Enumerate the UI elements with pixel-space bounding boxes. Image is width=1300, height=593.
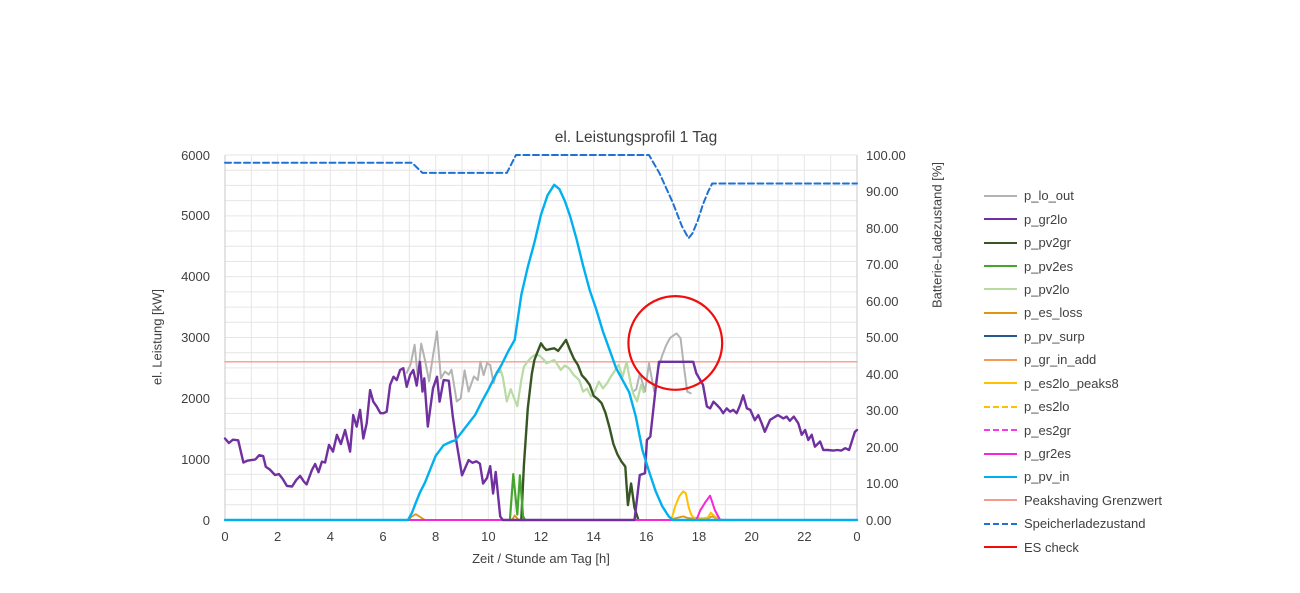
- legend-swatch-line-icon: [984, 358, 1017, 361]
- x-tick-label: 6: [379, 529, 387, 544]
- y-right-tick-label: 40.00: [866, 366, 899, 382]
- x-tick-label: 2: [274, 529, 282, 544]
- legend-swatch-line-icon: [984, 265, 1017, 268]
- legend-swatch-line-icon: [984, 475, 1017, 478]
- legend-label: Peakshaving Grenzwert: [1024, 492, 1163, 508]
- y-right-tick-label: 10.00: [866, 476, 899, 491]
- legend-swatch-line-icon: [984, 452, 1017, 455]
- x-tick-label: 18: [691, 529, 707, 544]
- legend: p_lo_out p_gr2lo p_pv2gr p_pv2es p_pv2lo p_es…: [984, 184, 1162, 559]
- legend-label: p_pv2es: [1024, 258, 1074, 274]
- y-right-tick-label: 80.00: [866, 220, 899, 236]
- x-tick-label: 22: [797, 529, 812, 544]
- gridlines: [224, 154, 858, 521]
- legend-label: p_pv_surp: [1024, 328, 1085, 344]
- x-tick-label: 12: [533, 529, 549, 544]
- legend-swatch-line-icon: [984, 218, 1017, 221]
- legend-item-p_es2gr[interactable]: p_es2gr: [984, 418, 1162, 441]
- legend-label: p_gr2es: [1024, 446, 1071, 462]
- es-check-circle[interactable]: [627, 295, 724, 391]
- legend-item-es-check[interactable]: ES check: [984, 536, 1162, 559]
- chart-title: el. Leistungsprofil 1 Tag: [554, 129, 718, 146]
- series-p_pv2gr[interactable]: [520, 338, 640, 522]
- legend-label: p_gr2lo: [1024, 211, 1068, 227]
- legend-label: p_pv2lo: [1024, 281, 1070, 297]
- legend-label: ES check: [1024, 539, 1079, 555]
- x-tick-label: 20: [744, 529, 759, 544]
- series-p_es2lo_peaks8[interactable]: [670, 490, 724, 521]
- x-tick-label: 10: [481, 529, 496, 544]
- legend-label: p_es2gr: [1024, 422, 1071, 438]
- y-right-tick-label: 0.00: [866, 512, 892, 528]
- y-left-tick-label: 4000: [181, 269, 210, 285]
- legend-label: p_es2lo_peaks8: [1024, 375, 1119, 391]
- legend-item-p_pv2es[interactable]: p_pv2es: [984, 254, 1162, 277]
- legend-item-p_lo_out[interactable]: p_lo_out: [984, 184, 1162, 207]
- legend-swatch-dashed-line-icon: [984, 522, 1017, 525]
- legend-label: p_lo_out: [1024, 188, 1074, 204]
- legend-item-p_es_loss[interactable]: p_es_loss: [984, 301, 1162, 324]
- x-tick-label: 14: [586, 529, 601, 544]
- x-tick-label: 0: [853, 529, 861, 544]
- legend-item-p_pv2lo[interactable]: p_pv2lo: [984, 278, 1162, 301]
- legend-item-p_gr_in_add[interactable]: p_gr_in_add: [984, 348, 1162, 371]
- legend-swatch-line-icon: [984, 241, 1017, 244]
- legend-label: p_gr_in_add: [1024, 352, 1097, 368]
- legend-swatch-line-icon: [984, 499, 1017, 502]
- legend-label: p_es_loss: [1024, 305, 1083, 321]
- legend-label: p_pv_in: [1024, 469, 1070, 485]
- legend-item-p_es2lo_peaks8[interactable]: p_es2lo_peaks8: [984, 372, 1162, 395]
- y-left-tick-label: 3000: [181, 330, 210, 345]
- series-p_pv2es[interactable]: [508, 473, 527, 522]
- legend-swatch-line-icon: [984, 382, 1017, 385]
- series-p_pv_in[interactable]: [223, 183, 859, 522]
- legend-swatch-line-icon: [984, 546, 1017, 549]
- legend-swatch-line-icon: [984, 335, 1017, 338]
- series-p_lo_out[interactable]: [405, 330, 692, 403]
- y-right-tick-label: 60.00: [866, 293, 899, 309]
- legend-label: Speicherladezustand: [1024, 516, 1146, 532]
- legend-swatch-dashed-line-icon: [984, 405, 1017, 408]
- series-p_gr2es[interactable]: [224, 494, 858, 521]
- series-p_pv2lo[interactable]: [496, 353, 645, 408]
- x-tick-label: 4: [326, 529, 334, 544]
- y-left-tick-label: 5000: [181, 208, 210, 224]
- legend-item-p_gr2es[interactable]: p_gr2es: [984, 442, 1162, 465]
- y-right-tick-label: 50.00: [866, 330, 899, 345]
- legend-label: p_es2lo: [1024, 399, 1070, 415]
- x-tick-label: 0: [221, 529, 229, 544]
- y-right-tick-label: 90.00: [866, 184, 899, 199]
- legend-item-p_pv2gr[interactable]: p_pv2gr: [984, 231, 1162, 254]
- x-tick-label: 16: [639, 529, 654, 544]
- legend-swatch-dashed-line-icon: [984, 429, 1017, 432]
- legend-item-p_pv_surp[interactable]: p_pv_surp: [984, 325, 1162, 348]
- legend-swatch-line-icon: [984, 311, 1017, 314]
- legend-item-speicherladezustand[interactable]: Speicherladezustand: [984, 512, 1162, 535]
- y-right-tick-label: 100.00: [866, 147, 906, 163]
- y-right-axis-title: Batterie-Ladezustand [%]: [929, 162, 945, 308]
- legend-item-p_gr2lo[interactable]: p_gr2lo: [984, 207, 1162, 230]
- y-right-tick-label: 20.00: [866, 439, 899, 455]
- legend-label: p_pv2gr: [1024, 235, 1071, 251]
- series-speicherladezustand[interactable]: [224, 154, 858, 240]
- legend-swatch-line-icon: [984, 194, 1017, 197]
- legend-item-p_pv_in[interactable]: p_pv_in: [984, 465, 1162, 488]
- y-left-tick-label: 0: [202, 512, 210, 528]
- x-tick-label: 8: [432, 529, 440, 544]
- legend-item-peakshaving-grenzwert[interactable]: Peakshaving Grenzwert: [984, 489, 1162, 512]
- y-right-tick-label: 70.00: [866, 257, 899, 272]
- series-p_gr2lo[interactable]: [223, 360, 859, 522]
- legend-item-p_es2lo[interactable]: p_es2lo: [984, 395, 1162, 418]
- y-left-tick-label: 6000: [181, 147, 210, 163]
- legend-swatch-line-icon: [984, 288, 1017, 291]
- y-right-tick-label: 30.00: [866, 403, 899, 418]
- y-left-tick-label: 1000: [181, 451, 210, 467]
- y-left-tick-label: 2000: [181, 390, 210, 406]
- x-axis-title: Zeit / Stunde am Tag [h]: [472, 551, 610, 566]
